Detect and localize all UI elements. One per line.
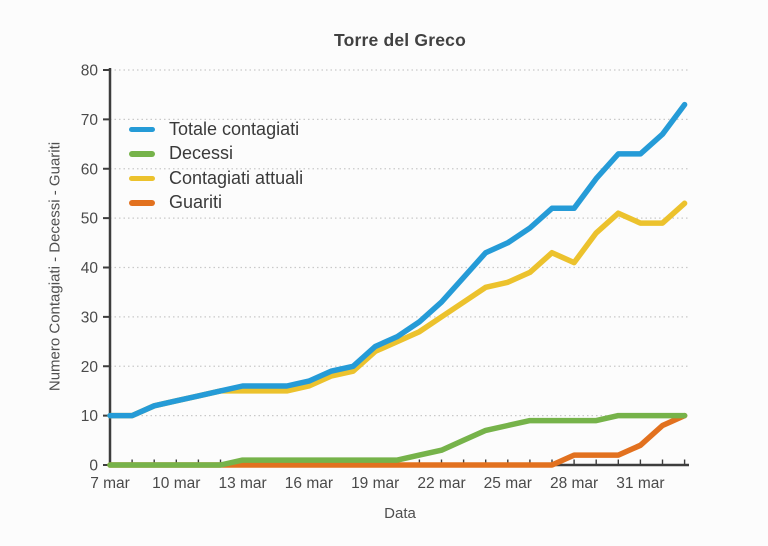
legend-label: Contagiati attuali (169, 167, 304, 188)
x-tick-label: 22 mar (417, 475, 465, 492)
legend-item-contagiati-attuali: Contagiati attuali (129, 166, 303, 191)
x-tick-label: 19 mar (351, 475, 399, 492)
legend-swatch-icon (129, 151, 155, 157)
x-tick-label: 13 mar (218, 475, 266, 492)
x-tick-label: 28 mar (550, 475, 598, 492)
x-tick-label: 16 mar (285, 475, 333, 492)
legend-item-totale-contagiati: Totale contagiati (129, 117, 303, 142)
chart-title: Torre del Greco (333, 30, 467, 50)
x-tick-label: 10 mar (152, 475, 200, 492)
series-line-contagiati-attuali (107, 200, 688, 419)
legend-swatch-icon (129, 126, 155, 132)
legend: Totale contagiati Decessi Contagiati attua… (129, 117, 303, 215)
legend-swatch-icon (129, 200, 155, 206)
y-tick-label: 10 (81, 408, 99, 425)
x-axis-label: Data (384, 505, 416, 522)
y-tick-label: 50 (81, 211, 99, 228)
legend-label: Guariti (169, 192, 223, 213)
y-tick-label: 70 (81, 112, 99, 129)
x-tick-label: 31 mar (616, 475, 664, 492)
series-line-decessi (107, 412, 688, 468)
legend-swatch-icon (129, 175, 155, 181)
y-tick-label: 20 (81, 359, 99, 376)
legend-item-decessi: Decessi (129, 142, 303, 167)
legend-label: Totale contagiati (169, 118, 300, 139)
x-tick-label: 25 mar (484, 475, 532, 492)
x-tick-label: 7 mar (90, 475, 130, 492)
series-line-totale-contagiati (107, 101, 688, 419)
y-tick-label: 60 (81, 161, 99, 178)
y-tick-label: 40 (81, 260, 99, 277)
legend-item-guariti: Guariti (129, 191, 303, 216)
y-tick-label: 80 (81, 63, 99, 80)
y-axis-label: Numero Contagiati - Decessi - Guariti (46, 141, 64, 392)
y-tick-label: 0 (89, 458, 98, 475)
legend-label: Decessi (169, 143, 234, 164)
y-tick-label: 30 (81, 309, 99, 326)
